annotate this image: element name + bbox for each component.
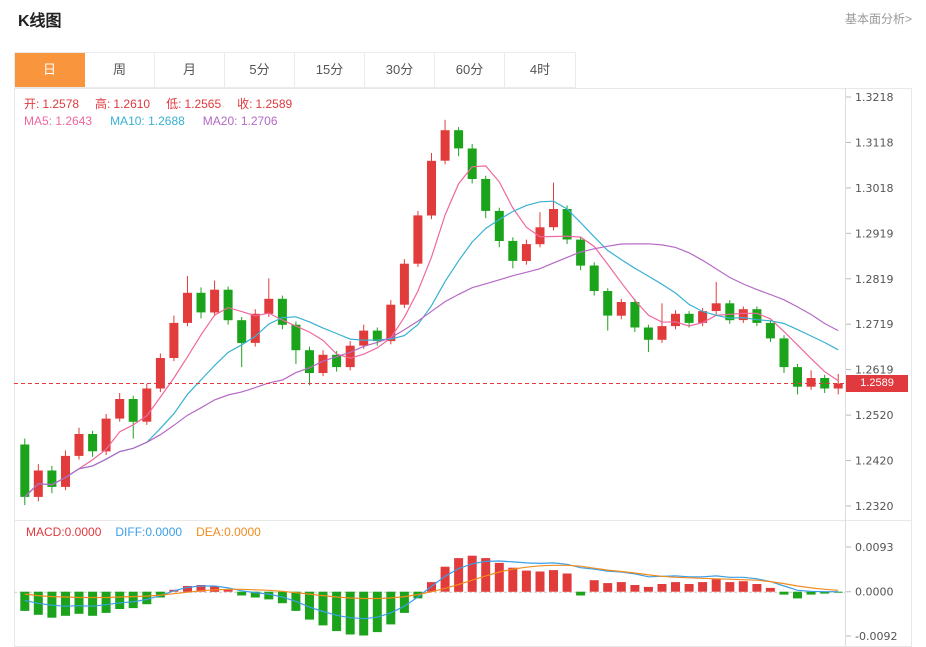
close-label: 收: — [237, 97, 253, 111]
topbar: K线图 基本面分析> — [0, 0, 926, 40]
svg-text:1.2420: 1.2420 — [855, 455, 894, 468]
ma5-readout: MA5: 1.2643 — [24, 114, 93, 128]
fundamental-analysis-link[interactable]: 基本面分析> — [844, 12, 912, 26]
page-title: K线图 — [18, 13, 62, 30]
svg-text:1.3118: 1.3118 — [855, 136, 894, 149]
period-tabs: 日 周 月 5分 15分 30分 60分 4时 — [14, 52, 576, 88]
tab-30min[interactable]: 30分 — [365, 53, 435, 87]
dea-line — [24, 564, 839, 600]
svg-text:0.0093: 0.0093 — [855, 541, 894, 554]
ma-line-ma10 — [24, 200, 839, 498]
open-label: 开: — [24, 97, 40, 111]
low-value: 1.2565 — [184, 97, 222, 111]
diff-value: DIFF:0.0000 — [115, 525, 183, 539]
high-value: 1.2610 — [113, 97, 151, 111]
svg-text:1.2719: 1.2719 — [855, 318, 894, 331]
ma20-readout: MA20: 1.2706 — [202, 114, 278, 128]
tab-day[interactable]: 日 — [15, 53, 85, 87]
current-price-badge: 1.2589 — [846, 374, 908, 392]
ma-line-ma20 — [24, 243, 839, 498]
svg-text:1.3218: 1.3218 — [855, 91, 894, 104]
low-label: 低: — [166, 97, 182, 111]
open-value: 1.2578 — [42, 97, 80, 111]
ma10-readout: MA10: 1.2688 — [110, 114, 185, 128]
macd-value: MACD:0.0000 — [26, 525, 102, 539]
svg-text:-0.0092: -0.0092 — [855, 630, 897, 643]
chart-area: 1.3218 1.3118 1.3018 1.2919 1.2819 1.2719 1.26… — [0, 88, 926, 647]
tab-week[interactable]: 周 — [85, 53, 155, 87]
tab-5min[interactable]: 5分 — [225, 53, 295, 87]
close-value: 1.2589 — [255, 97, 293, 111]
tab-4hour[interactable]: 4时 — [505, 53, 575, 87]
dea-value: DEA:0.0000 — [196, 525, 261, 539]
high-label: 高: — [95, 97, 111, 111]
macd-readout: MACD:0.0000 DIFF:0.0000 DEA:0.0000 — [26, 525, 261, 539]
svg-text:1.3018: 1.3018 — [855, 182, 894, 195]
tab-60min[interactable]: 60分 — [435, 53, 505, 87]
ma-line-ma5 — [24, 165, 839, 498]
ma-readout: MA5: 1.2643 MA10: 1.2688 MA20: 1.2706 — [24, 114, 278, 128]
ohlc-readout: 开: 1.2578 高: 1.2610 低: 1.2565 收: 1.2589 — [24, 95, 308, 112]
svg-text:1.2520: 1.2520 — [855, 409, 894, 422]
svg-text:1.2320: 1.2320 — [855, 500, 894, 513]
kline-canvas[interactable]: 1.3218 1.3118 1.3018 1.2919 1.2819 1.2719 1.26… — [0, 88, 926, 647]
svg-text:0.0000: 0.0000 — [855, 586, 894, 599]
axis-labels: 1.3218 1.3118 1.3018 1.2919 1.2819 1.2719 1.26… — [846, 91, 897, 643]
tab-month[interactable]: 月 — [155, 53, 225, 87]
tab-15min[interactable]: 15分 — [295, 53, 365, 87]
svg-text:1.2819: 1.2819 — [855, 273, 894, 286]
macd-histogram — [20, 555, 843, 636]
svg-text:1.2619: 1.2619 — [855, 364, 894, 377]
candlestick-series — [20, 119, 843, 506]
svg-text:1.2919: 1.2919 — [855, 227, 894, 240]
